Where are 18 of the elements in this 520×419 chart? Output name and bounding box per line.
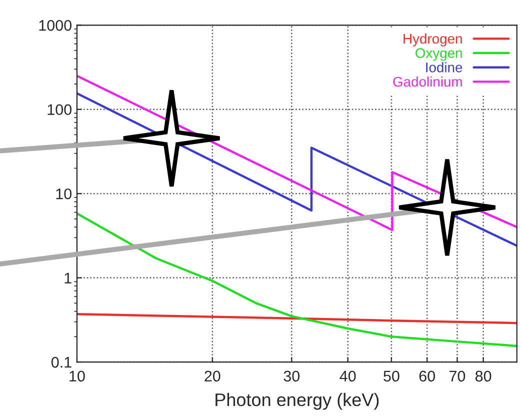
x-tick-label: 30 (284, 370, 300, 382)
x-tick-label: 40 (340, 370, 356, 382)
legend-label: Hydrogen (404, 33, 462, 46)
x-tick-label: 80 (475, 370, 492, 382)
x-tick-label: 60 (419, 370, 435, 382)
x-tick-label: 10 (70, 370, 85, 382)
legend-label: Gadolinium (393, 76, 462, 87)
y-tick-label: 100 (48, 104, 72, 116)
x-tick-label: 70 (449, 370, 466, 382)
x-tick-label: 20 (204, 370, 220, 382)
y-tick-label: 0.1 (51, 356, 72, 368)
legend-label: Oxygen (416, 48, 462, 61)
y-tick-label: 10 (56, 188, 72, 200)
y-tick-label: 1000 (39, 20, 72, 31)
y-tick-label: 1 (64, 272, 72, 284)
x-tick-label: 50 (384, 370, 400, 382)
x-axis-title: Photon energy (keV) (216, 392, 379, 410)
legend-label: Iodine (426, 62, 462, 72)
